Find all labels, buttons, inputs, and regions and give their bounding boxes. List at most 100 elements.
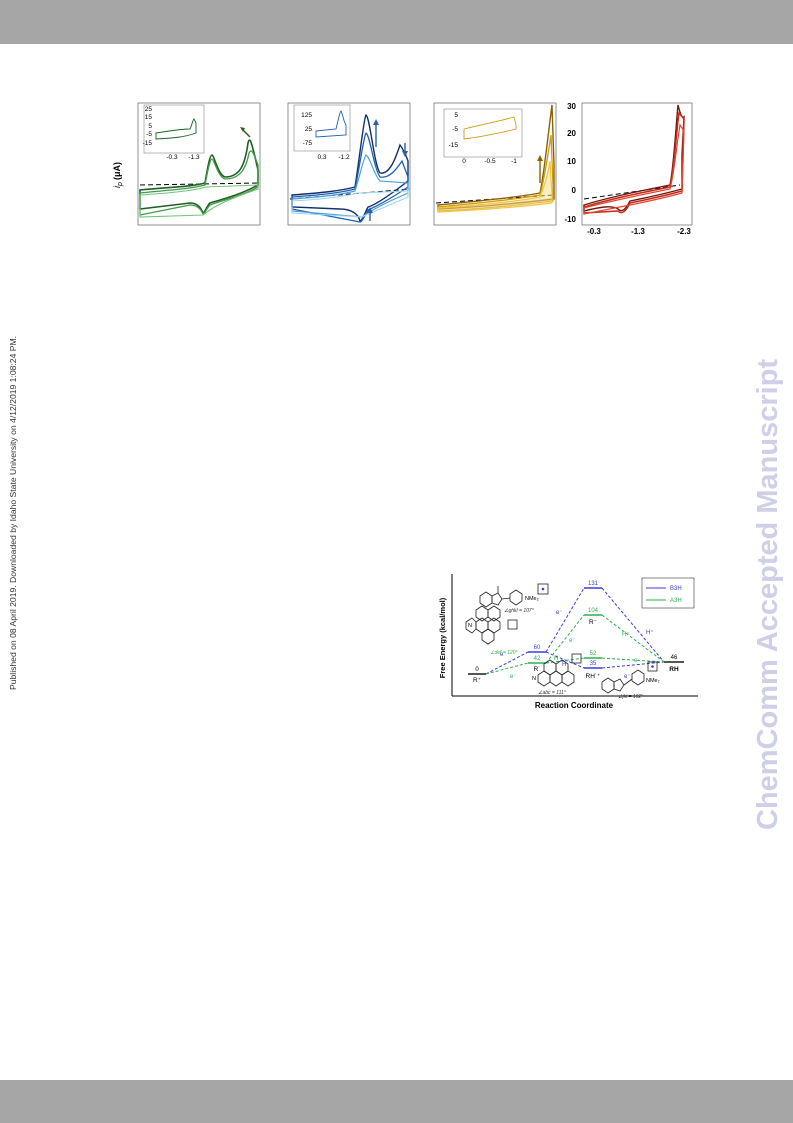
panel-frame (581, 102, 693, 226)
free-energy-diagram: Free Energy (kcal/mol) Reaction Coordina… (434, 570, 704, 712)
diagram-ylabel: Free Energy (kcal/mol) (438, 597, 447, 678)
level-value: 104 (588, 608, 599, 614)
arrowhead (402, 151, 408, 157)
cv-trace-light (291, 154, 409, 218)
cv-trace-light (139, 184, 259, 218)
bottom-footer-band (0, 1080, 793, 1123)
inset-ytick: -75 (303, 140, 313, 147)
inset-ytick: 125 (301, 112, 312, 119)
angle-label: ∠abc = 111° (538, 690, 566, 696)
inset-trace (315, 110, 347, 138)
inset-xtick: -1.3 (188, 154, 200, 161)
legend-label-a3h: A3H (670, 598, 682, 604)
radical-dot (541, 587, 545, 591)
molecule-benzimidazole-top (479, 583, 549, 608)
ytick: 10 (567, 157, 576, 166)
inset-frame (143, 104, 205, 154)
molecule-acridine-left (465, 605, 518, 645)
angle-label: ∠def = 120° (490, 650, 517, 656)
n-label: N (468, 623, 472, 629)
ytick: 20 (567, 129, 576, 138)
radical-dot (651, 665, 654, 668)
diagram-ylabel-text: Free Energy (kcal/mol) (438, 597, 447, 678)
inset-ytick: -5 (146, 131, 152, 138)
step-label: e⁻ (569, 638, 576, 644)
cv-panel-blue: 125 25 -75 0.3 -1.2 (287, 102, 411, 226)
inset-ytick: 25 (145, 106, 153, 113)
level-value: 35 (590, 661, 597, 667)
ytick: 30 (567, 102, 576, 111)
molecule-benzimidazole-bottom (601, 661, 658, 694)
step-label: e⁻ (634, 658, 641, 664)
level-species: R˙ (534, 665, 541, 673)
diagram-xlabel: Reaction Coordinate (535, 701, 614, 710)
cv-panel-gold: 5 -5 -15 0 -0.5 -1 (433, 102, 557, 226)
xtick: -2.3 (677, 227, 691, 236)
step-label: H⁺ (646, 629, 654, 636)
step-label: H˙ (554, 656, 560, 662)
ytick: 0 (572, 186, 577, 195)
inset-xtick: 0.3 (317, 154, 326, 161)
legend-box (641, 577, 695, 609)
level-species: RH˙⁺ (586, 672, 602, 680)
step-label: H⁺ (622, 631, 630, 638)
b3h-pathway (485, 587, 665, 675)
step-label: e⁻ (500, 652, 507, 658)
angle-label: ∠jkl = 102° (618, 694, 643, 700)
level-value: 46 (671, 655, 678, 661)
inset-ytick: 15 (145, 114, 153, 121)
xtick: -0.3 (587, 227, 601, 236)
cv-trace-dark (139, 139, 259, 214)
inset-ytick: -15 (449, 142, 459, 149)
level-value: 42 (534, 656, 541, 662)
cv-trace-lightest (291, 190, 409, 218)
inset-frame (443, 108, 523, 158)
level-value: 131 (588, 581, 599, 587)
inset-xtick: -1 (511, 158, 517, 165)
panel-frame (137, 102, 261, 226)
inset-trace (155, 118, 197, 140)
inset-ytick: -15 (143, 140, 153, 147)
panel-frame (433, 102, 557, 226)
n-label: N (532, 676, 536, 682)
cv-trace-light (437, 160, 553, 213)
cv-panel-red: 30 20 10 0 -10 -0.3 -1.3 -2.3 (564, 102, 693, 236)
cyclic-voltammetry-figure: ip(μA) 25 15 5 -5 -15 -0.3 -1.3 1 (112, 102, 693, 236)
step-label: e⁻ (556, 610, 563, 616)
ytick: -10 (564, 215, 576, 224)
level-species: R⁻ (589, 619, 598, 626)
arrowhead (240, 127, 245, 132)
manuscript-watermark: ChemComm Accepted Manuscript (735, 290, 791, 840)
publication-note-text: Published on 08 April 2019. Downloaded b… (8, 336, 18, 690)
svg-text:ip(μA): ip (μA) (112, 162, 124, 188)
substituent-label: NMe₂ (525, 596, 539, 602)
cv-trace-mid (583, 111, 685, 214)
publication-note-svg: Published on 08 April 2019. Downloaded b… (8, 336, 18, 690)
molecule-acridine-bottom (537, 653, 582, 687)
substituent-label: NMe₂ (646, 678, 660, 684)
xtick: -1.3 (631, 227, 645, 236)
inset-trace (463, 116, 517, 140)
cv-ylabel: ip (μA) (112, 162, 124, 188)
level-value: 60 (534, 645, 541, 651)
pathway-connectors (485, 587, 665, 675)
cv-trace-dark (291, 114, 409, 222)
arrowhead (373, 119, 379, 125)
inset-xtick: -1.2 (338, 154, 350, 161)
cv-panel-green: 25 15 5 -5 -15 -0.3 -1.3 (137, 102, 261, 226)
top-header-band (0, 0, 793, 44)
arrowhead (367, 207, 373, 213)
arrowhead (537, 155, 543, 161)
step-label: H˙ (562, 662, 568, 668)
watermark-text: ChemComm Accepted Manuscript (752, 359, 784, 830)
step-label: e⁻ (624, 674, 631, 680)
inset-xtick: -0.3 (166, 154, 178, 161)
cv-trace-light (583, 123, 685, 215)
publication-note: Published on 08 April 2019. Downloaded b… (2, 300, 28, 700)
inset-xtick: 0 (462, 158, 466, 165)
level-species: R⁺ (473, 677, 482, 684)
inset-xtick: -0.5 (484, 158, 496, 165)
level-value: 0 (475, 667, 479, 673)
ylabel-symbol: i (112, 185, 122, 188)
a3h-pathway (485, 614, 665, 675)
